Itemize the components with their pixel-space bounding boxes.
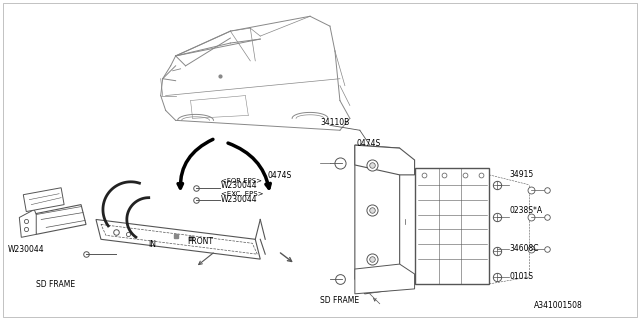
- Text: W230044: W230044: [8, 245, 44, 254]
- Text: 34915: 34915: [510, 171, 534, 180]
- Polygon shape: [415, 168, 489, 284]
- Text: FRONT: FRONT: [188, 237, 214, 246]
- Polygon shape: [355, 145, 399, 294]
- Text: IN: IN: [148, 240, 156, 249]
- Text: 0238S*A: 0238S*A: [510, 206, 543, 215]
- Text: A341001508: A341001508: [534, 301, 582, 310]
- Text: 0474S: 0474S: [357, 139, 381, 148]
- Polygon shape: [355, 264, 415, 294]
- Text: 0474S: 0474S: [267, 171, 291, 180]
- Text: W230044: W230044: [221, 195, 258, 204]
- Polygon shape: [19, 210, 36, 237]
- Text: 34608C: 34608C: [510, 244, 540, 253]
- Text: 34110B: 34110B: [320, 118, 349, 127]
- Text: SD FRAME: SD FRAME: [36, 280, 76, 289]
- Text: SD FRAME: SD FRAME: [320, 296, 359, 305]
- Text: 0101S: 0101S: [510, 272, 534, 281]
- Text: W230044: W230044: [221, 181, 258, 190]
- Polygon shape: [31, 204, 86, 234]
- Text: <FOR EPS>: <FOR EPS>: [221, 178, 262, 184]
- Polygon shape: [96, 220, 260, 259]
- Polygon shape: [355, 145, 415, 175]
- Polygon shape: [23, 188, 64, 212]
- Text: <EXC. EPS>: <EXC. EPS>: [221, 191, 264, 197]
- FancyArrowPatch shape: [178, 139, 213, 188]
- FancyArrowPatch shape: [228, 143, 270, 188]
